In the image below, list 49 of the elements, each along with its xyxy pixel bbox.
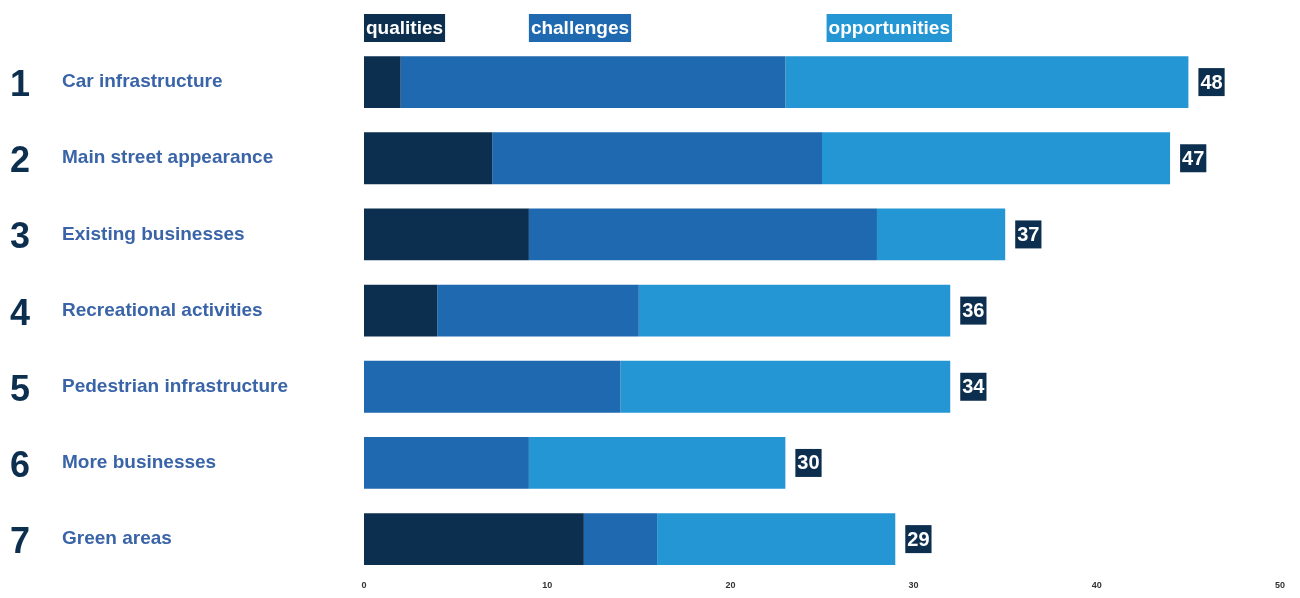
y-tick-label: Main street appearance: [62, 146, 274, 168]
text: 2: [10, 139, 31, 181]
bar: [364, 56, 401, 108]
bar: [657, 513, 896, 566]
bar: [822, 132, 1171, 185]
text: 7: [10, 520, 31, 562]
y-tick-label: Existing businesses: [62, 222, 245, 244]
x-tick-label: 10: [542, 580, 553, 591]
annotation: 48: [1200, 70, 1223, 93]
bar: [583, 513, 658, 566]
series-label: qualities: [366, 17, 444, 39]
bar: [876, 208, 1006, 261]
bar: [364, 208, 529, 261]
y-tick-label: Car infrastructure: [62, 70, 223, 92]
bar: [620, 360, 951, 413]
bar: [785, 56, 1189, 108]
bar: [638, 284, 951, 337]
bar: [528, 208, 877, 261]
x-tick-label: 20: [725, 580, 736, 591]
text: 4: [10, 291, 31, 333]
bar: [400, 56, 786, 108]
annotation: 29: [907, 527, 930, 550]
text: 6: [10, 443, 31, 485]
x-tick-label: 0: [361, 580, 367, 591]
x-tick-label: 50: [1274, 580, 1286, 591]
annotation: 47: [1182, 146, 1205, 169]
bar: [492, 132, 822, 185]
bar: [364, 284, 438, 337]
text: 1: [10, 63, 31, 105]
annotation: 30: [797, 451, 820, 474]
bar: [364, 132, 493, 185]
text: 5: [10, 367, 31, 409]
x-tick-label: 30: [908, 580, 919, 591]
bar: [364, 437, 529, 489]
y-tick-label: Recreational activities: [62, 298, 263, 320]
annotation: 36: [962, 299, 985, 322]
series-label: challenges: [530, 17, 630, 39]
y-tick-label: Green areas: [62, 527, 172, 549]
bar: [528, 437, 786, 489]
y-tick-label: Pedestrian infrastructure: [62, 375, 288, 397]
bar: [437, 284, 639, 337]
bar: [364, 360, 621, 413]
x-tick-label: 40: [1091, 580, 1102, 591]
annotation: 34: [962, 375, 986, 398]
series-label: opportunities: [828, 17, 950, 39]
text: 3: [10, 215, 31, 257]
y-tick-label: More businesses: [62, 451, 217, 473]
annotation: 37: [1017, 222, 1040, 245]
bar: [364, 513, 584, 566]
